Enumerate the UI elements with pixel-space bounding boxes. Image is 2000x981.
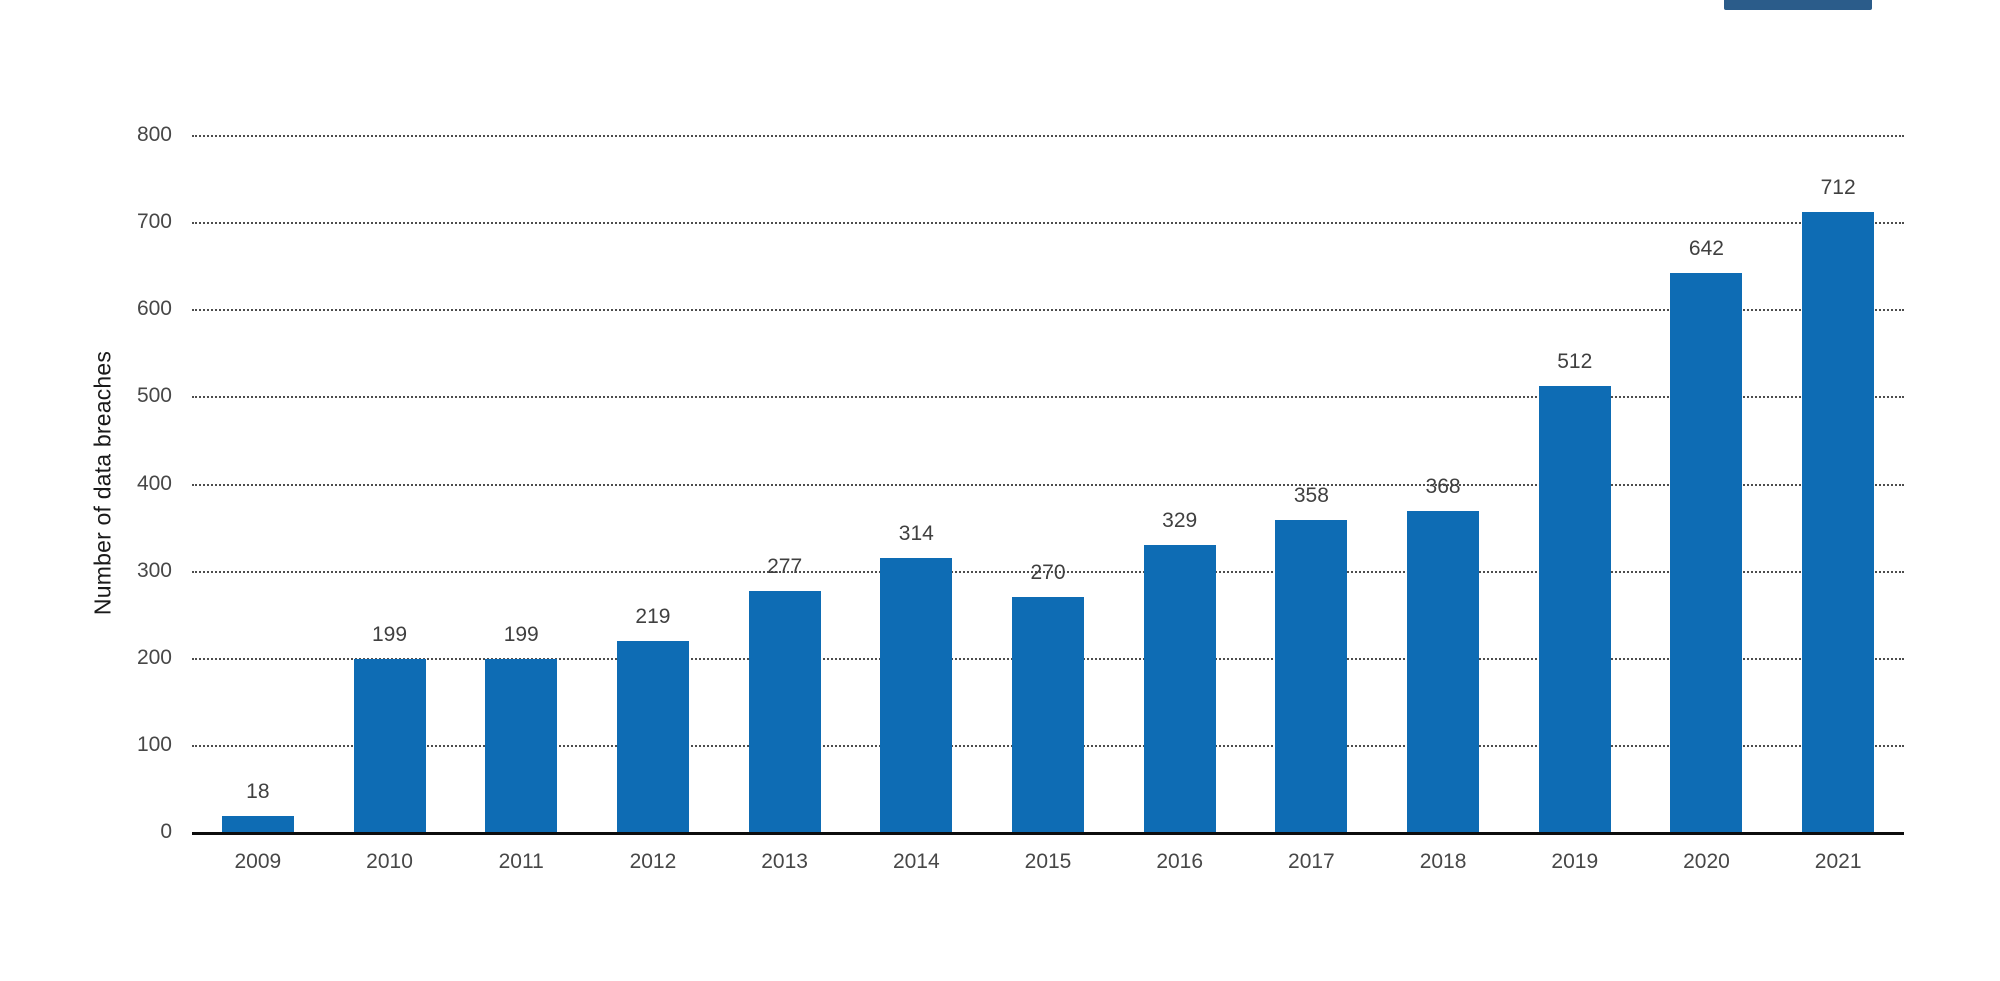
bar-value-label-2020: 642 [1688, 236, 1724, 260]
bar-value-label-2021: 712 [1820, 175, 1856, 199]
y-tick-label-200: 200 [136, 645, 172, 669]
bar-value-label-2009: 18 [246, 780, 270, 804]
gridline-800 [192, 135, 1904, 137]
bar-2010 [353, 658, 426, 832]
y-tick-label-300: 300 [136, 558, 172, 582]
bar-2017 [1275, 520, 1348, 832]
y-tick-label-800: 800 [136, 123, 172, 146]
x-tick-label-2020: 2020 [1683, 850, 1730, 873]
logo-fragment [1724, 0, 1872, 10]
bar-value-label-2016: 329 [1162, 509, 1198, 533]
y-tick-label-600: 600 [136, 297, 172, 321]
bar-2013 [748, 590, 821, 832]
x-tick-label-2019: 2019 [1551, 850, 1599, 873]
bar-value-label-2012: 219 [635, 605, 671, 629]
bar-2014 [880, 558, 953, 832]
bar-2019 [1538, 385, 1611, 832]
y-axis-title: Number of data breaches [89, 350, 116, 616]
gridline-500 [192, 396, 1904, 399]
bar-value-label-2010: 199 [372, 622, 408, 646]
bar-2021 [1802, 211, 1875, 832]
bar-value-label-2018: 368 [1425, 475, 1461, 499]
x-tick-label-2013: 2013 [761, 850, 808, 873]
bar-2009 [221, 816, 294, 832]
bar-2018 [1407, 511, 1480, 832]
x-tick-label-2011: 2011 [498, 850, 544, 873]
gridline-700 [192, 222, 1904, 225]
x-tick-label-2012: 2012 [629, 850, 677, 873]
x-tick-label-2015: 2015 [1024, 850, 1072, 873]
x-tick-label-2014: 2014 [892, 850, 940, 873]
bar-value-label-2013: 277 [767, 554, 803, 578]
x-tick-label-2016: 2016 [1156, 850, 1204, 873]
bar-2012 [616, 641, 689, 832]
gridline-600 [192, 309, 1904, 312]
bar-2015 [1012, 596, 1084, 832]
plot-area: 0 100 200 300 400 500 600 700 800 18 2009 199 2010 19… [137, 123, 1904, 873]
x-tick-label-2017: 2017 [1288, 850, 1335, 873]
y-tick-label-400: 400 [136, 471, 172, 495]
x-tick-label-2010: 2010 [366, 850, 413, 873]
bar-value-label-2015: 270 [1030, 560, 1066, 584]
bar-2011 [485, 658, 558, 832]
bar-value-label-2017: 358 [1293, 484, 1329, 508]
y-tick-label-0: 0 [160, 820, 172, 843]
y-tick-label-100: 100 [136, 732, 172, 756]
bar-value-label-2019: 512 [1557, 349, 1593, 373]
y-tick-label-700: 700 [136, 210, 172, 234]
bar-2020 [1670, 272, 1743, 832]
bar-value-label-2014: 314 [898, 522, 934, 546]
bar-2016 [1143, 545, 1216, 832]
gridline-300 [192, 570, 1904, 573]
gridline-400 [192, 483, 1904, 486]
bar-value-label-2011: 199 [503, 622, 539, 646]
x-tick-label-2009: 2009 [234, 850, 282, 873]
x-tick-label-2018: 2018 [1419, 850, 1467, 873]
x-tick-label-2021: 2021 [1814, 850, 1862, 873]
y-tick-label-500: 500 [136, 384, 172, 408]
